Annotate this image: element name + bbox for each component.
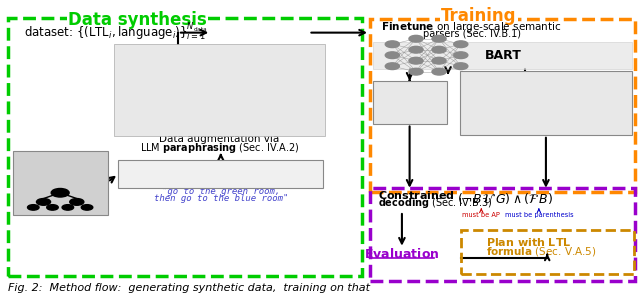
Circle shape [28, 205, 39, 210]
Circle shape [70, 199, 84, 205]
Text: "go to the green room,: "go to the green room, [162, 187, 280, 196]
Text: possible LTL: possible LTL [28, 164, 92, 173]
Circle shape [385, 41, 399, 48]
Circle shape [432, 46, 446, 53]
Circle shape [454, 41, 468, 48]
FancyBboxPatch shape [114, 44, 325, 136]
Text: "go to the green room first, then
  afterwards go to the blue room": "go to the green room first, then afterw… [147, 75, 292, 88]
Text: $\mathbf{Constrained}$: $\mathbf{Constrained}$ [378, 188, 454, 201]
Text: $\mathbf{Canonicalization}$ (Sec. IV.B.2): $\mathbf{Canonicalization}$ (Sec. IV.B.2… [477, 71, 614, 83]
Text: must be parenthesis: must be parenthesis [504, 212, 573, 218]
Text: Data augmentation via: Data augmentation via [159, 135, 280, 144]
FancyBboxPatch shape [460, 71, 632, 135]
Circle shape [81, 205, 93, 210]
Circle shape [454, 63, 468, 70]
Text: LLM $\mathbf{paraphrasing}$ (Sec. IV.A.2): LLM $\mathbf{paraphrasing}$ (Sec. IV.A.2… [140, 141, 300, 155]
Circle shape [385, 63, 399, 70]
Text: "first, go to the green room, and
    then go to the blue room": "first, go to the green room, and then g… [147, 52, 292, 66]
Text: "and ( finally( go to the: "and ( finally( go to the [464, 83, 570, 89]
Text: $\mathbf{Plan\ with\ LTL}$: $\mathbf{Plan\ with\ LTL}$ [486, 236, 572, 249]
Text: "( ! B U G ): "( ! B U G ) [388, 95, 444, 105]
Text: $\mathbf{English}$ (Sec. IV.A.1): $\mathbf{English}$ (Sec. IV.A.1) [169, 167, 273, 181]
Text: & (F B)": & (F B)" [388, 102, 426, 111]
Text: BART: BART [485, 49, 522, 62]
Text: blue room ), until ( not( go: blue room ), until ( not( go [464, 92, 583, 99]
Text: $\mathbf{Finetune}$ on large-scale semantic: $\mathbf{Finetune}$ on large-scale seman… [381, 20, 562, 34]
Text: (Sec. IV.A): (Sec. IV.A) [39, 178, 81, 188]
Text: to the blue room ), go to: to the blue room ), go to [464, 101, 570, 108]
Text: $\mathbf{decoding}$ (Sec. IV.B.3): $\mathbf{decoding}$ (Sec. IV.B.3) [378, 196, 492, 210]
Circle shape [409, 46, 423, 53]
Text: must be AP: must be AP [462, 212, 500, 218]
Circle shape [409, 57, 423, 64]
Circle shape [432, 57, 446, 64]
Circle shape [454, 52, 468, 59]
FancyBboxPatch shape [373, 42, 632, 69]
Text: Enumerate: Enumerate [31, 157, 90, 166]
FancyBboxPatch shape [13, 151, 108, 215]
Text: "start by going to the green room,
  and end by going to the blue room": "start by going to the green room, and e… [141, 99, 298, 112]
Text: dataset: $\{(\mathrm{LTL}_i, \mathrm{language}_i)\}_{i=1}^{N_{\mathrm{data}}}$: dataset: $\{(\mathrm{LTL}_i, \mathrm{lan… [24, 22, 208, 43]
Text: ...: ... [214, 112, 225, 121]
Text: $\mathbf{formula}$ (Sec. V.A.5): $\mathbf{formula}$ (Sec. V.A.5) [486, 245, 597, 258]
Text: formulas: formulas [36, 170, 84, 180]
Text: the green room ) )": the green room ) )" [464, 110, 545, 117]
Text: parsers (Sec. IV.B.1): parsers (Sec. IV.B.1) [422, 29, 521, 39]
Circle shape [47, 205, 58, 210]
Circle shape [51, 188, 69, 197]
Circle shape [36, 199, 51, 205]
Text: then go to the blue room": then go to the blue room" [154, 194, 288, 203]
Text: Fig. 2:  Method flow:  generating synthetic data,  training on that: Fig. 2: Method flow: generating syntheti… [8, 283, 370, 293]
Circle shape [385, 52, 399, 59]
Circle shape [409, 68, 423, 75]
Circle shape [62, 205, 74, 210]
Circle shape [432, 35, 446, 42]
FancyBboxPatch shape [118, 160, 323, 188]
Text: Data synthesis: Data synthesis [68, 11, 207, 29]
Text: Training: Training [441, 7, 516, 25]
Text: (Sec. IV.B.2): (Sec. IV.B.2) [387, 88, 432, 97]
FancyBboxPatch shape [373, 81, 447, 124]
Text: Raw: Raw [396, 81, 423, 91]
Text: $\mathbf{Evaluation}$: $\mathbf{Evaluation}$ [364, 247, 440, 261]
Circle shape [409, 35, 423, 42]
Circle shape [432, 68, 446, 75]
Text: Convert to structured: Convert to structured [164, 161, 277, 171]
Text: $(\neg B\,\mathcal{U}\,G)\wedge(\mathcal{F}\,B)$: $(\neg B\,\mathcal{U}\,G)\wedge(\mathcal… [458, 191, 554, 206]
